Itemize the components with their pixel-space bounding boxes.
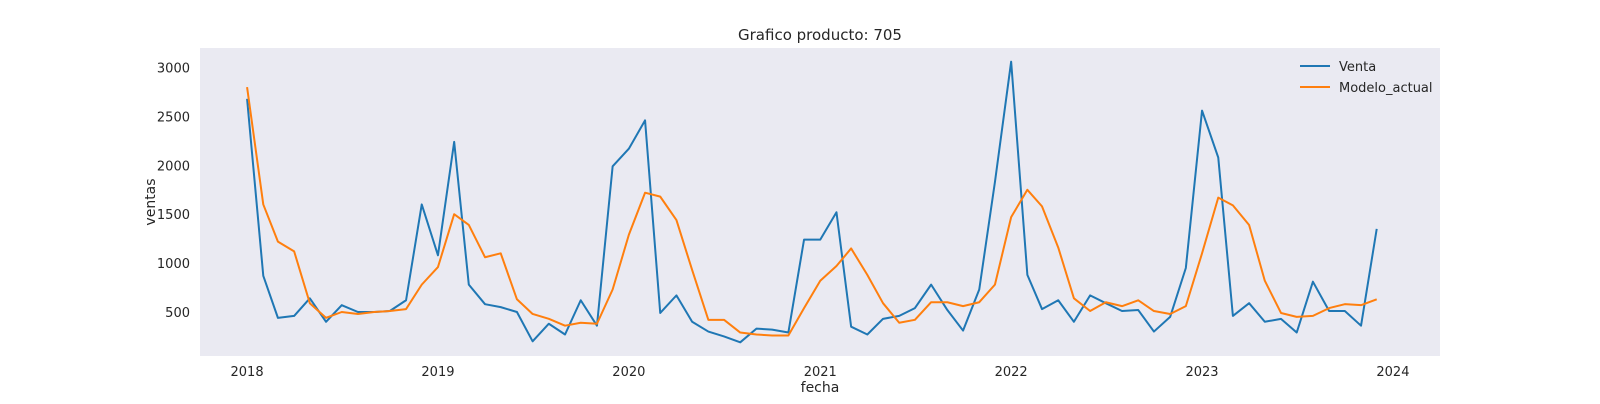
- y-axis-label: ventas: [143, 178, 159, 225]
- legend: Venta Modelo_actual: [1300, 60, 1433, 96]
- x-tick-label: 2020: [612, 365, 645, 380]
- y-tick-label: 1500: [157, 208, 190, 223]
- x-tick-label: 2019: [421, 365, 454, 380]
- x-tick-label: 2024: [1376, 365, 1409, 380]
- y-tick-label: 2500: [157, 110, 190, 125]
- series-line-modelo-actual: [246, 86, 1378, 337]
- y-tick-label: 2000: [157, 159, 190, 174]
- plot-area: [200, 48, 1440, 356]
- x-axis-ticks: 2018 2019 2020 2021 2022 2023 2024: [231, 365, 1410, 380]
- y-tick-label: 1000: [157, 257, 190, 272]
- x-tick-label: 2022: [995, 365, 1028, 380]
- chart-title: Grafico producto: 705: [738, 26, 902, 44]
- series-line-venta: [246, 60, 1378, 344]
- x-tick-label: 2023: [1185, 365, 1218, 380]
- series-layer: [246, 60, 1378, 344]
- x-tick-label: 2018: [231, 365, 264, 380]
- x-axis-label: fecha: [801, 380, 840, 396]
- legend-label: Modelo_actual: [1339, 81, 1433, 96]
- y-tick-label: 3000: [157, 62, 190, 77]
- y-tick-label: 500: [165, 306, 190, 321]
- y-axis-ticks: 500 1000 1500 2000 2500 3000: [157, 62, 190, 321]
- legend-label: Venta: [1339, 60, 1376, 75]
- x-tick-label: 2021: [804, 365, 837, 380]
